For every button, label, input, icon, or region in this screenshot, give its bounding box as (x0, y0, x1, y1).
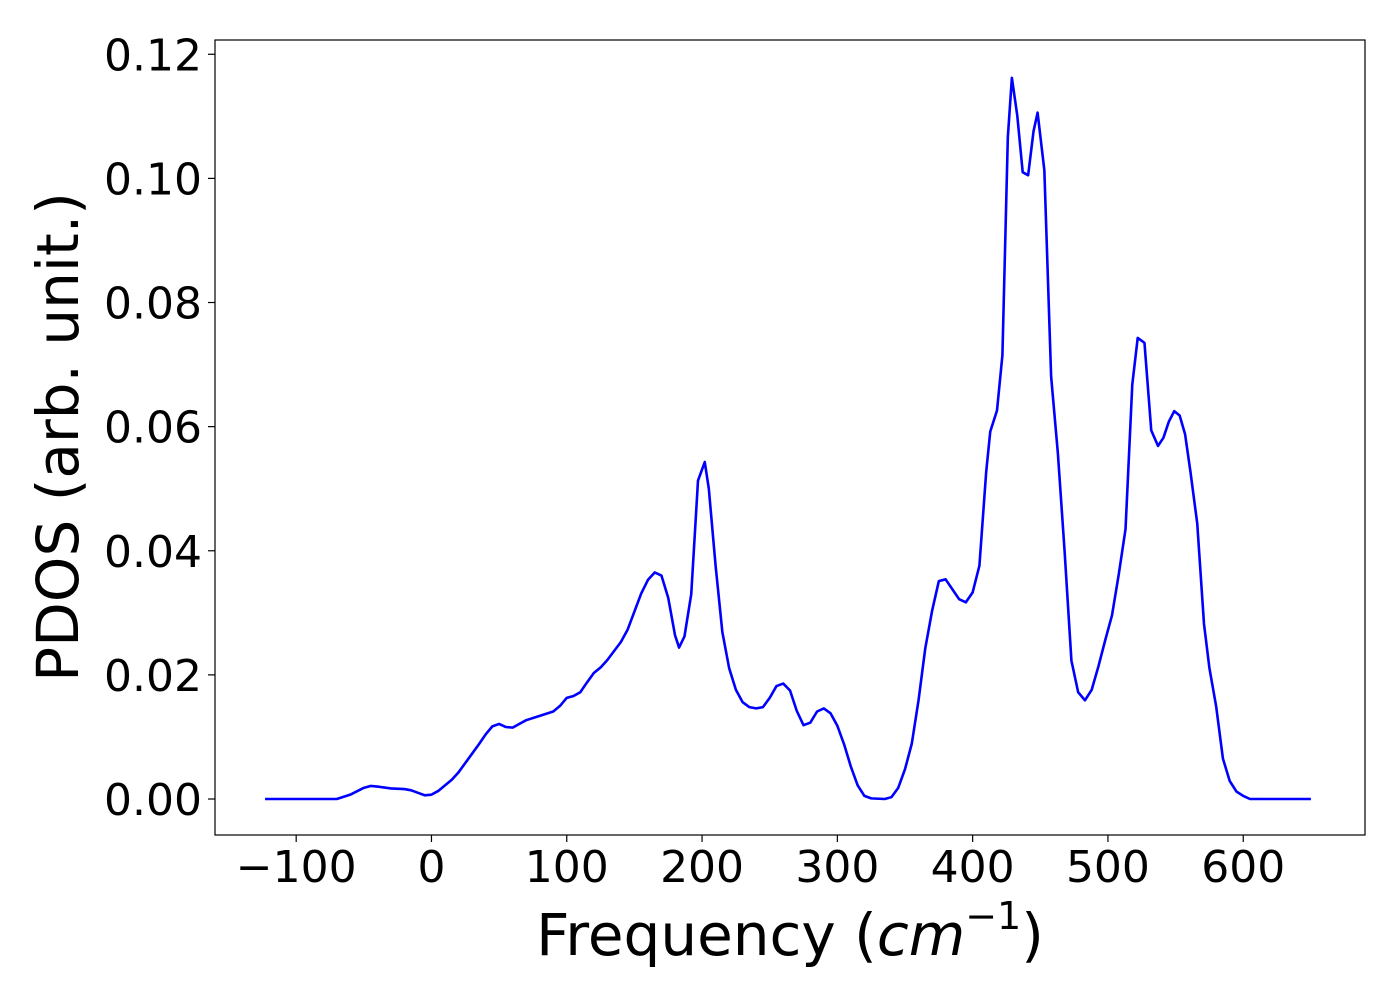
x-axis-ticks: −100 0 100 200 300 400 500 600 (236, 835, 1285, 893)
x-axis-title: Frequency (cm−1) (536, 894, 1044, 969)
x-tick-label: 0 (417, 842, 445, 893)
y-tick-label: 0.08 (104, 279, 202, 330)
x-tick-label: 300 (795, 842, 879, 893)
y-tick-label: 0.02 (104, 651, 202, 702)
y-tick-label: 0.00 (104, 775, 202, 826)
x-tick-label: 600 (1201, 842, 1285, 893)
plot-area: −100 0 100 200 300 400 500 600 0.00 0.02 0.04 0.06… (104, 30, 1366, 893)
y-tick-label: 0.06 (104, 403, 202, 454)
x-tick-label: 500 (1066, 842, 1150, 893)
series-layer (265, 76, 1311, 801)
x-tick-label: 100 (525, 842, 609, 893)
y-tick-label: 0.12 (104, 30, 202, 81)
y-tick-label: 0.10 (104, 154, 202, 205)
y-axis-title: PDOS (arb. unit.) (24, 192, 92, 682)
x-tick-label: 200 (660, 842, 744, 893)
y-tick-label: 0.04 (104, 527, 202, 578)
plot-frame (214, 39, 1366, 836)
x-tick-label: 400 (931, 842, 1015, 893)
pdos-series-line (265, 76, 1311, 801)
x-tick-label: −100 (236, 842, 357, 893)
y-axis-ticks: 0.00 0.02 0.04 0.06 0.08 0.10 0.12 (104, 30, 215, 826)
